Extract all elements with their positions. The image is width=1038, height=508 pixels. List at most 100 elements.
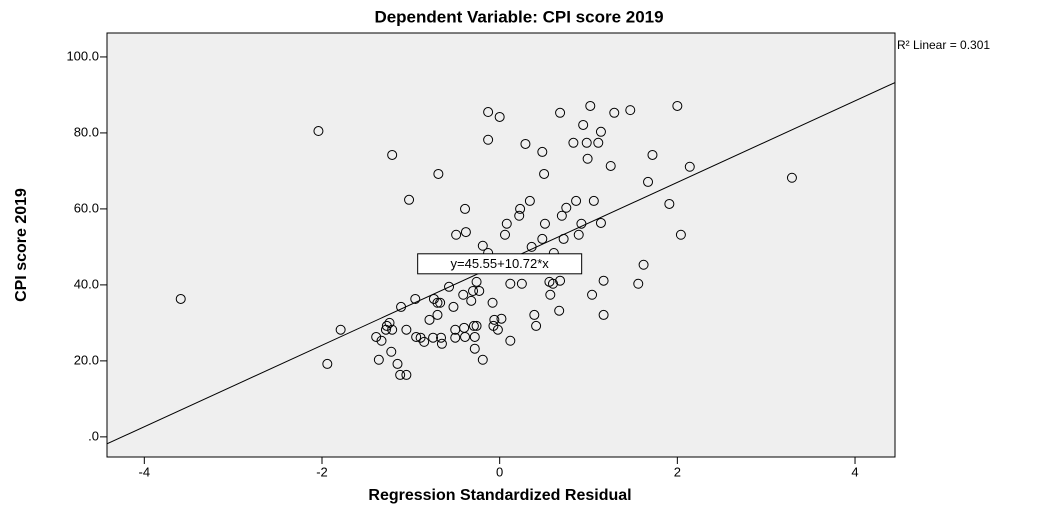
point	[609, 107, 620, 118]
point	[643, 176, 654, 187]
point	[647, 149, 658, 160]
y-tick-label: 80.0	[74, 124, 99, 139]
point	[487, 297, 498, 308]
point	[424, 314, 435, 325]
point	[554, 305, 565, 316]
point	[469, 331, 480, 342]
point	[436, 338, 447, 349]
point	[598, 275, 609, 286]
point	[633, 278, 644, 289]
point	[492, 324, 503, 335]
point	[428, 332, 439, 343]
x-tick-label: -2	[316, 464, 328, 479]
plot-area	[106, 32, 896, 458]
point	[496, 313, 507, 324]
point	[477, 240, 488, 251]
x-tick-label: 0	[496, 464, 503, 479]
point	[581, 137, 592, 148]
point	[450, 332, 461, 343]
point	[466, 295, 477, 306]
point	[313, 126, 324, 137]
y-tick-label: 40.0	[74, 276, 99, 291]
point	[483, 107, 494, 118]
point	[531, 320, 542, 331]
point	[401, 369, 412, 380]
point	[605, 160, 616, 171]
point	[373, 354, 384, 365]
point	[471, 320, 482, 331]
point	[380, 324, 391, 335]
point	[555, 275, 566, 286]
point	[381, 320, 392, 331]
point	[432, 297, 443, 308]
point	[571, 195, 582, 206]
point	[595, 126, 606, 137]
point	[638, 259, 649, 270]
point	[477, 354, 488, 365]
point	[672, 100, 683, 111]
x-axis-label: Regression Standardized Residual	[368, 487, 631, 504]
point	[448, 301, 459, 312]
point	[578, 119, 589, 130]
point	[392, 358, 403, 369]
point	[322, 358, 333, 369]
r-squared-label: R² Linear = 0.301	[897, 38, 990, 52]
point	[573, 229, 584, 240]
point	[435, 297, 446, 308]
point	[494, 111, 505, 122]
point	[585, 100, 596, 111]
y-tick-label: .0	[88, 428, 99, 443]
y-axis-label: CPI score 2019	[13, 188, 30, 302]
point	[505, 335, 516, 346]
point	[595, 217, 606, 228]
point	[625, 105, 636, 116]
point	[460, 227, 471, 238]
chart-title: Dependent Variable: CPI score 2019	[374, 7, 663, 26]
point	[404, 194, 415, 205]
point	[593, 137, 604, 148]
y-tick-label: 100.0	[66, 48, 99, 63]
point	[175, 293, 186, 304]
point	[386, 346, 397, 357]
x-tick-label: 4	[851, 464, 858, 479]
fit-label-box	[417, 253, 583, 275]
point	[786, 172, 797, 183]
point	[664, 198, 675, 209]
point	[537, 233, 548, 244]
point	[444, 281, 455, 292]
point	[555, 107, 566, 118]
y-tick-label: 20.0	[74, 352, 99, 367]
point	[460, 203, 471, 214]
point	[411, 331, 422, 342]
point	[458, 289, 469, 300]
point	[684, 161, 695, 172]
point	[471, 276, 482, 287]
point	[520, 138, 531, 149]
y-tick-label: 60.0	[74, 200, 99, 215]
point	[401, 324, 412, 335]
point	[451, 229, 462, 240]
point	[561, 202, 572, 213]
point	[587, 289, 598, 300]
point	[460, 331, 471, 342]
point	[515, 203, 526, 214]
point	[433, 168, 444, 179]
point	[545, 289, 556, 300]
point	[524, 195, 535, 206]
point	[432, 309, 443, 320]
point	[505, 278, 516, 289]
point	[335, 324, 346, 335]
point	[474, 285, 485, 296]
point	[529, 309, 540, 320]
point	[675, 229, 686, 240]
point	[514, 210, 525, 221]
point	[371, 331, 382, 342]
point	[516, 278, 527, 289]
x-tick-label: 2	[674, 464, 681, 479]
point	[588, 195, 599, 206]
point	[499, 229, 510, 240]
fit-label: y=45.55+10.72*x	[451, 256, 550, 271]
point	[419, 336, 430, 347]
point	[387, 149, 398, 160]
point	[568, 137, 579, 148]
